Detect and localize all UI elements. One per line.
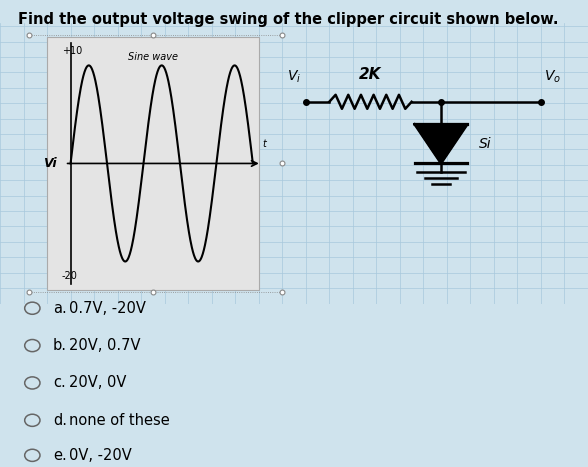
Text: 20V, 0.7V: 20V, 0.7V xyxy=(69,338,141,353)
Text: b.: b. xyxy=(53,338,67,353)
Text: t: t xyxy=(263,139,266,149)
Text: c.: c. xyxy=(53,375,66,390)
Text: Sine wave: Sine wave xyxy=(128,52,178,62)
Text: none of these: none of these xyxy=(69,413,170,428)
Text: 0.7V, -20V: 0.7V, -20V xyxy=(69,301,146,316)
Text: -20: -20 xyxy=(62,270,78,281)
FancyBboxPatch shape xyxy=(47,37,259,290)
Text: Vi: Vi xyxy=(43,157,57,170)
Text: $V_i$: $V_i$ xyxy=(287,68,301,85)
Polygon shape xyxy=(415,124,467,163)
Text: 0V, -20V: 0V, -20V xyxy=(69,448,132,463)
Text: d.: d. xyxy=(53,413,67,428)
Text: Find the output voltage swing of the clipper circuit shown below.: Find the output voltage swing of the cli… xyxy=(18,12,558,27)
Text: 2K: 2K xyxy=(359,67,382,82)
Text: $V_o$: $V_o$ xyxy=(544,68,561,85)
Text: Si: Si xyxy=(479,137,492,151)
Text: 20V, 0V: 20V, 0V xyxy=(69,375,127,390)
Text: e.: e. xyxy=(53,448,66,463)
Text: a.: a. xyxy=(53,301,66,316)
Text: +10: +10 xyxy=(62,46,82,57)
